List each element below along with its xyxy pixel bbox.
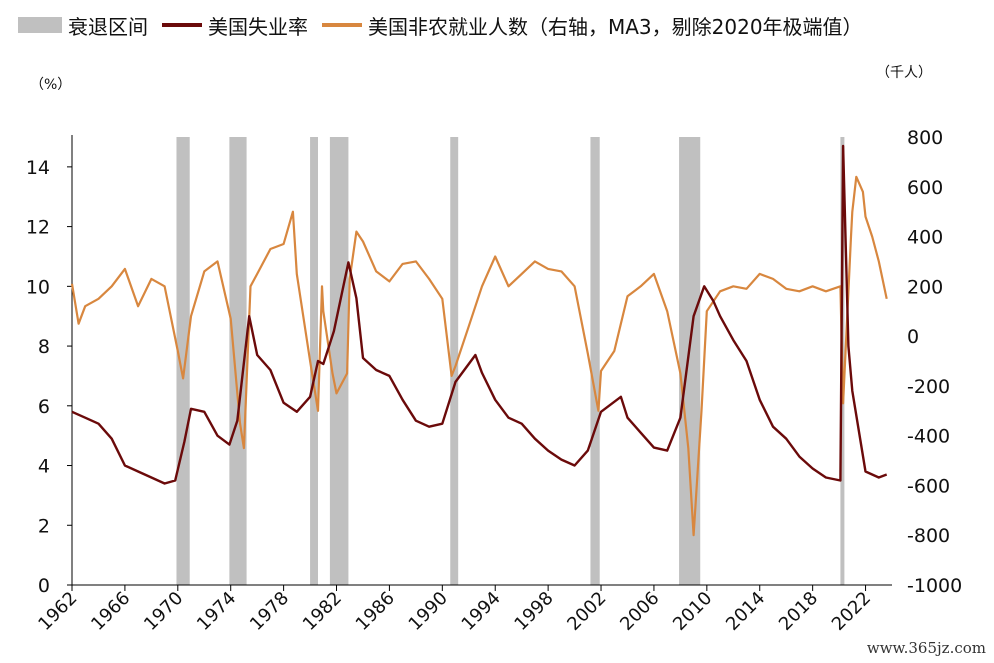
payrolls-swatch-icon (322, 23, 362, 27)
left-axis-tick-label: 4 (38, 456, 50, 478)
unemployment-swatch-icon (162, 23, 202, 27)
x-axis-tick-label: 2010 (669, 588, 716, 635)
x-axis-tick-label: 1966 (87, 588, 134, 635)
watermark: www.365jz.com (866, 639, 986, 657)
recession-band (450, 137, 459, 585)
left-axis-unit: （%） (30, 77, 72, 93)
legend-unemployment-label: 美国失业率 (208, 14, 308, 39)
x-axis-tick-label: 2014 (722, 588, 769, 635)
payrolls-series-line (70, 175, 888, 537)
right-axis-tick-label: -800 (907, 525, 950, 547)
left-axis-tick-label: 12 (26, 217, 50, 239)
x-axis-tick-label: 1970 (140, 588, 187, 635)
x-axis-tick-label: 1974 (193, 588, 240, 635)
x-axis-tick-label: 2002 (563, 588, 610, 635)
legend-recession: 衰退区间 (18, 11, 148, 40)
right-axis-tick-label: -600 (907, 475, 950, 497)
recession-swatch-icon (18, 17, 62, 33)
x-axis-tick-label: 1998 (510, 588, 557, 635)
recession-band (229, 137, 247, 585)
x-axis-tick-label: 1978 (246, 588, 293, 635)
x-axis-tick-label: 1990 (405, 588, 452, 635)
right-axis-tick-label: -400 (907, 426, 950, 448)
x-axis-tick-label: 2022 (828, 588, 875, 635)
left-axis-tick-label: 14 (26, 157, 50, 179)
right-axis-tick-label: 600 (907, 177, 943, 199)
left-axis-tick-label: 0 (38, 575, 50, 597)
recession-band (590, 137, 600, 585)
x-axis-tick-label: 1982 (299, 588, 346, 635)
right-axis-tick-label: 800 (907, 127, 943, 149)
recession-band (679, 137, 701, 585)
recession-band (176, 137, 190, 585)
left-axis-tick-label: 2 (38, 515, 50, 537)
left-axis-tick-label: 6 (38, 396, 50, 418)
legend-payrolls-label: 美国非农就业人数（右轴，MA3，剔除2020年极端值） (368, 14, 863, 39)
legend-payrolls: 美国非农就业人数（右轴，MA3，剔除2020年极端值） (322, 11, 863, 40)
left-axis-tick-label: 8 (38, 336, 50, 358)
left-axis-tick-label: 10 (26, 276, 50, 298)
right-axis-tick-label: 200 (907, 276, 943, 298)
x-axis-tick-label: 1994 (458, 588, 505, 635)
right-axis-unit: （千人） (876, 65, 932, 81)
recession-band (329, 137, 349, 585)
recession-band (310, 137, 318, 585)
right-axis-tick-label: -1000 (907, 575, 962, 597)
legend-unemployment: 美国失业率 (162, 11, 308, 40)
x-axis-tick-label: 2006 (616, 588, 663, 635)
right-axis-tick-label: 400 (907, 227, 943, 249)
right-axis-tick-label: 0 (907, 326, 919, 348)
unemployment-series-line (71, 144, 888, 485)
right-axis-tick-label: -200 (907, 376, 950, 398)
legend-recession-label: 衰退区间 (68, 14, 148, 39)
x-axis-tick-label: 2018 (775, 588, 822, 635)
x-axis-tick-label: 1986 (352, 588, 399, 635)
legend: 衰退区间 美国失业率 美国非农就业人数（右轴，MA3，剔除2020年极端值） (18, 10, 877, 40)
